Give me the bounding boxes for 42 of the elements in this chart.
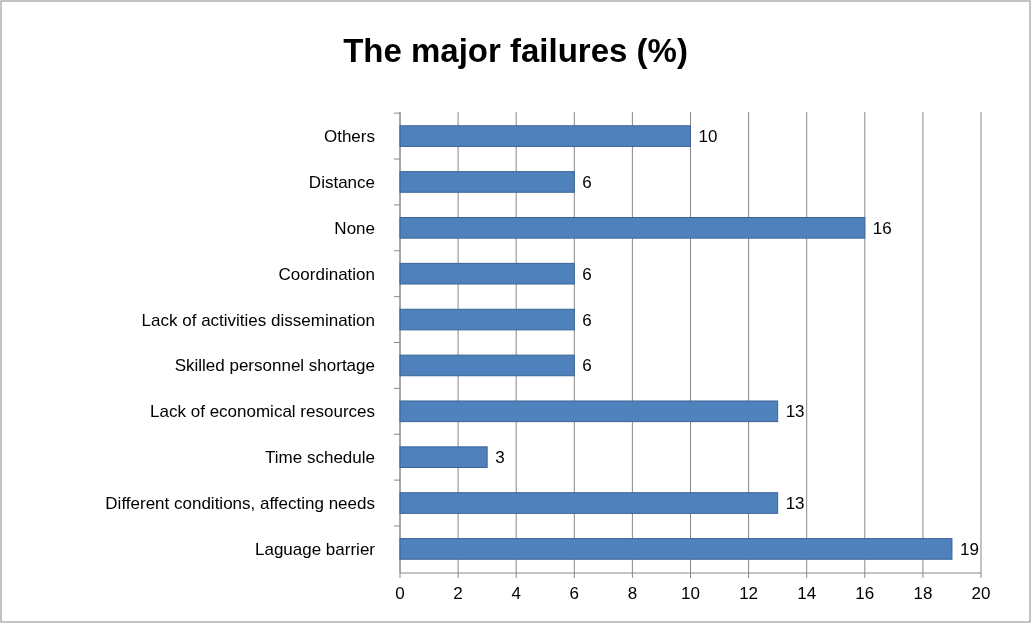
data-label: 6: [582, 356, 592, 376]
bar: [399, 171, 575, 193]
data-label: 13: [785, 402, 805, 422]
bar: [399, 354, 575, 377]
x-tick-label: 14: [797, 584, 817, 603]
y-tick-label: Distance: [308, 172, 375, 192]
data-label: 10: [698, 127, 718, 147]
data-label: 3: [495, 448, 505, 468]
x-tick-label: 10: [681, 584, 700, 603]
y-tick-label: Lack of activities dissemination: [141, 310, 375, 330]
chart-title: The major failures (%): [343, 32, 688, 69]
x-tick-label: 8: [627, 584, 638, 603]
y-tick-label: None: [334, 218, 375, 238]
data-label: 6: [582, 264, 592, 284]
data-label: 6: [582, 310, 592, 330]
y-tick-label: Lack of economical resources: [150, 402, 375, 422]
y-tick-label: Others: [323, 127, 375, 147]
bar: [399, 492, 779, 514]
x-tick-label: 6: [569, 584, 580, 603]
x-tick-label: 2: [453, 584, 463, 603]
bar: [399, 538, 953, 560]
x-tick-label: 12: [739, 584, 759, 603]
x-tick-label: 16: [855, 584, 875, 603]
y-tick-label: Time schedule: [265, 448, 375, 468]
x-tick-label: 18: [913, 584, 933, 603]
bar: [399, 446, 488, 468]
y-tick-label: Skilled personnel shortage: [174, 356, 375, 376]
y-tick-label: Laguage barrier: [254, 539, 376, 559]
bar: [399, 125, 691, 147]
y-tick-label: Different conditions, affecting needs: [105, 494, 375, 513]
bar: [399, 308, 575, 331]
bar: [399, 262, 575, 285]
x-tick-label: 4: [511, 584, 521, 603]
data-label: 19: [959, 539, 979, 559]
bar: [399, 400, 779, 423]
y-tick-label: Coordination: [278, 264, 375, 284]
x-tick-label: 20: [971, 584, 991, 603]
data-label: 6: [582, 172, 592, 192]
x-tick-label: 0: [395, 584, 405, 603]
bar: [399, 217, 866, 239]
data-label: 13: [785, 494, 805, 513]
data-label: 16: [872, 218, 892, 238]
